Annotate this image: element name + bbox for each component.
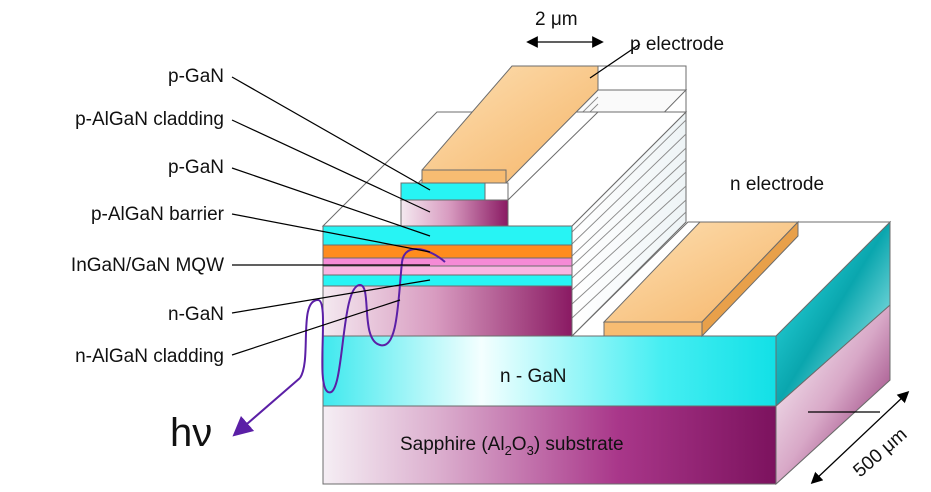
sapphire-substrate — [322, 303, 891, 486]
ridge — [400, 182, 509, 227]
p-electrode-pad — [421, 65, 599, 184]
n-electrode-label: n electrode — [730, 174, 824, 195]
label-mqw: InGaN/GaN MQW — [71, 255, 224, 276]
photon-label: hν — [170, 411, 212, 455]
label-n-gan: n-GaN — [168, 304, 224, 325]
label-p-algan-cladding: p-AlGaN cladding — [75, 109, 224, 130]
label-n-algan-cladding: n-AlGaN cladding — [75, 346, 224, 367]
leader-lines — [231, 43, 880, 413]
layer-stack — [322, 225, 573, 337]
depth-dimension-arrow — [810, 390, 910, 485]
n-gan-block — [322, 220, 892, 408]
label-p-gan-top: p-GaN — [168, 66, 224, 87]
substrate-label: Sapphire (Al2O3) substrate — [400, 434, 624, 458]
n-gan-block-label: n - GaN — [500, 366, 567, 387]
label-p-gan: p-GaN — [168, 157, 224, 178]
n-electrode-pad — [602, 220, 800, 338]
scale-2um-label: 2 μm — [535, 9, 578, 30]
label-p-algan-barrier: p-AlGaN barrier — [91, 204, 225, 225]
scale-500um-label: 500 μm — [850, 424, 912, 482]
p-electrode-label: p electrode — [630, 34, 724, 55]
photon-wave — [232, 248, 446, 437]
